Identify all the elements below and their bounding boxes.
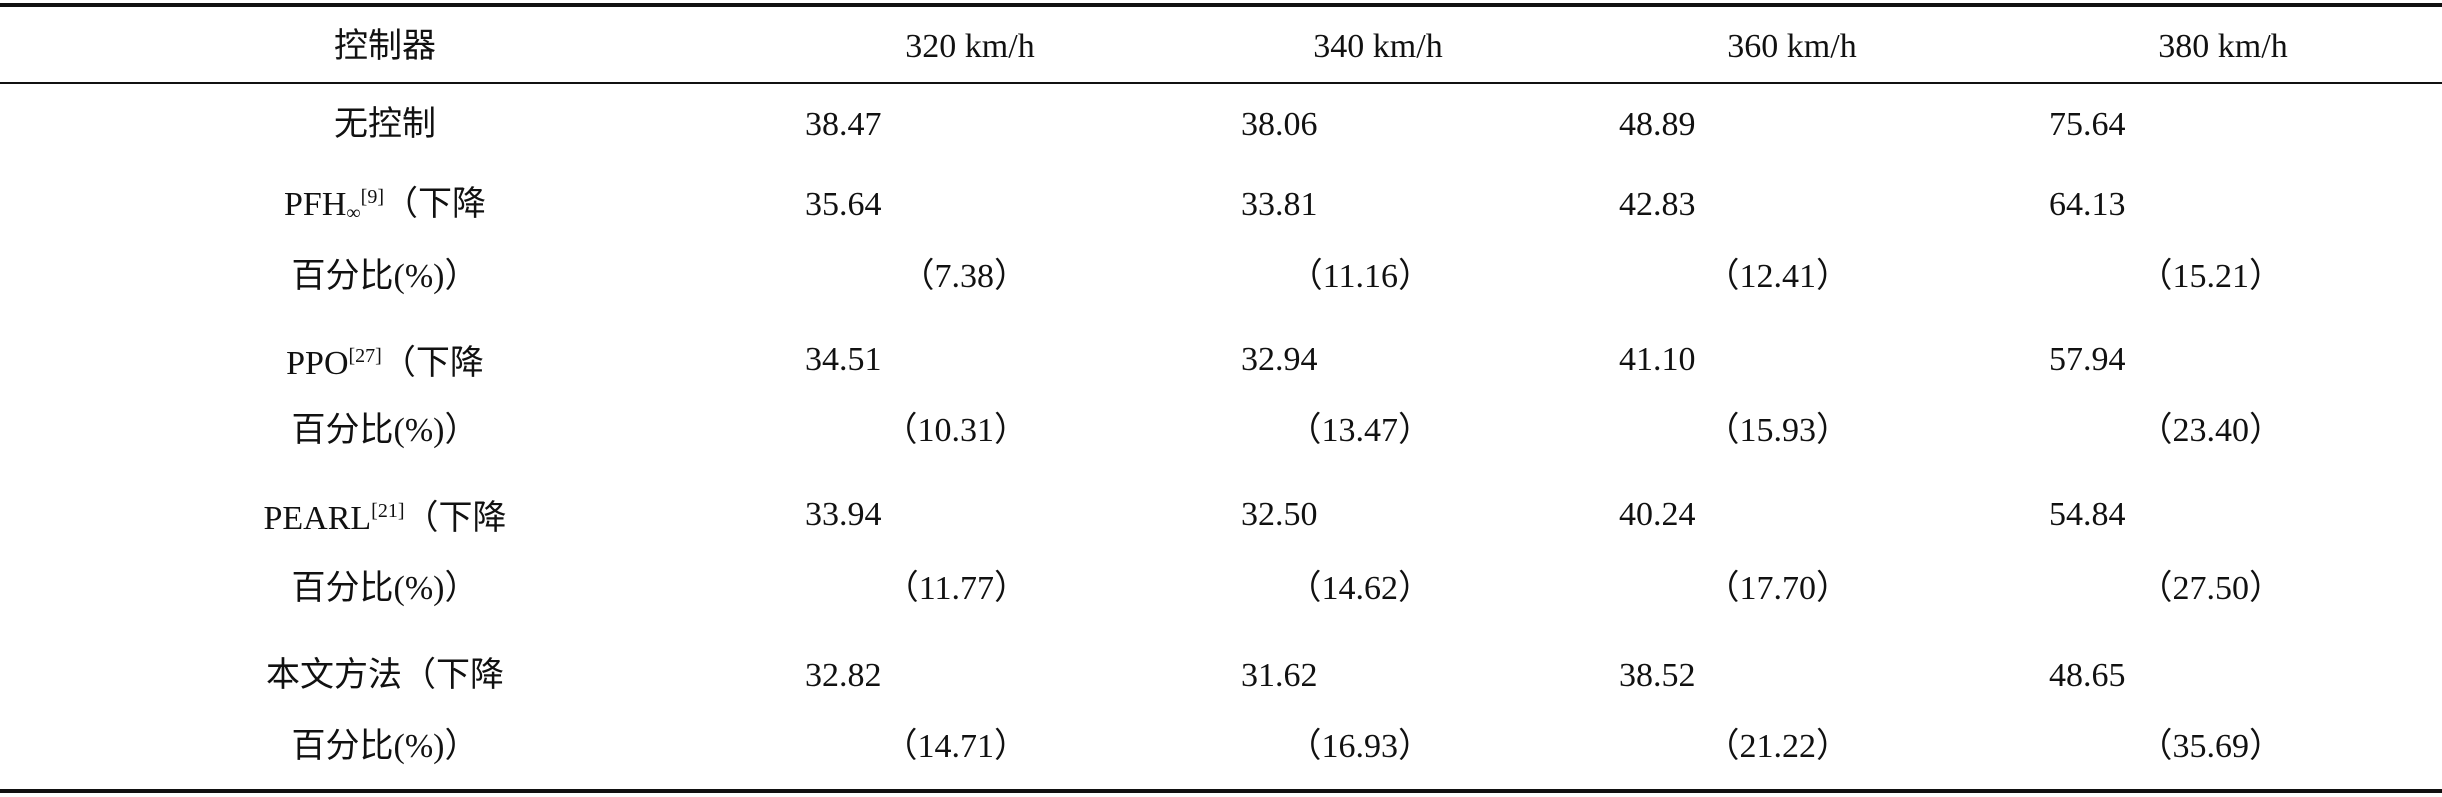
row-label-line2: 百分比(%)）	[291, 570, 479, 607]
value-cell: 33.94	[805, 496, 882, 533]
value-cell: 40.24	[1619, 496, 1696, 533]
header-cell: 320 km/h	[905, 28, 1035, 65]
reduction-cell: （14.62）	[1287, 570, 1433, 607]
top-rule	[0, 3, 2442, 7]
value-cell: 35.64	[805, 186, 882, 223]
value-cell: 32.50	[1241, 496, 1318, 533]
header-cell: 380 km/h	[2158, 28, 2288, 65]
row-label: PEARL[21]（下降	[263, 491, 506, 539]
value-cell: 34.51	[805, 341, 882, 378]
reference: [21]	[371, 500, 405, 522]
controller-name: PPO	[286, 345, 349, 382]
label-suffix: （下降	[402, 657, 504, 694]
reduction-cell: （11.77）	[884, 570, 1028, 607]
row-label: 本文方法（下降	[266, 656, 504, 696]
header-cell: 控制器	[334, 28, 436, 65]
value-cell: 38.06	[1241, 106, 1318, 143]
reduction-cell: （16.93）	[1287, 728, 1433, 765]
value-cell: 32.82	[805, 657, 882, 694]
label-suffix: （下降	[404, 500, 507, 537]
row-label: 无控制	[334, 105, 436, 145]
value-cell: 41.10	[1619, 341, 1696, 378]
value-cell: 48.65	[2049, 657, 2126, 694]
reduction-cell: （7.38）	[900, 258, 1029, 295]
reduction-cell: （35.69）	[2138, 728, 2284, 765]
reduction-cell: （14.71）	[883, 728, 1029, 765]
value-cell: 57.94	[2049, 341, 2126, 378]
reduction-cell: （15.93）	[1705, 412, 1851, 449]
reduction-cell: （13.47）	[1287, 412, 1433, 449]
row-label-line2: 百分比(%)）	[291, 728, 479, 765]
reduction-cell: （23.40）	[2138, 412, 2284, 449]
reduction-cell: （27.50）	[2138, 570, 2284, 607]
reduction-cell: （17.70）	[1705, 570, 1851, 607]
controller-name: PEARL	[263, 500, 372, 537]
label-suffix: （下降	[381, 345, 484, 382]
subscript: ∞	[346, 202, 361, 224]
value-cell: 33.81	[1241, 186, 1318, 223]
controller-name: 无控制	[334, 106, 436, 143]
reference: [27]	[348, 345, 382, 367]
row-label-line2: 百分比(%)）	[291, 412, 479, 449]
value-cell: 32.94	[1241, 341, 1318, 378]
controller-name: 本文方法	[266, 657, 402, 694]
label-suffix: （下降	[383, 186, 486, 223]
reference: [9]	[360, 186, 384, 208]
header-cell: 340 km/h	[1313, 28, 1443, 65]
reduction-cell: （11.16）	[1288, 258, 1432, 295]
row-label: PPO[27]（下降	[286, 336, 484, 384]
header-rule	[0, 82, 2442, 84]
value-cell: 31.62	[1241, 657, 1318, 694]
row-label: PFH∞[9]（下降	[284, 177, 486, 233]
value-cell: 38.52	[1619, 657, 1696, 694]
controller-name: PFH	[284, 186, 347, 223]
value-cell: 42.83	[1619, 186, 1696, 223]
reduction-cell: （12.41）	[1705, 258, 1851, 295]
value-cell: 75.64	[2049, 106, 2126, 143]
reduction-cell: （10.31）	[883, 412, 1029, 449]
reduction-cell: （21.22）	[1705, 728, 1851, 765]
header-cell: 360 km/h	[1727, 28, 1857, 65]
value-cell: 48.89	[1619, 106, 1696, 143]
bottom-rule	[0, 789, 2442, 793]
row-label-line2: 百分比(%)）	[291, 258, 479, 295]
value-cell: 64.13	[2049, 186, 2126, 223]
value-cell: 38.47	[805, 106, 882, 143]
value-cell: 54.84	[2049, 496, 2126, 533]
reduction-cell: （15.21）	[2138, 258, 2284, 295]
